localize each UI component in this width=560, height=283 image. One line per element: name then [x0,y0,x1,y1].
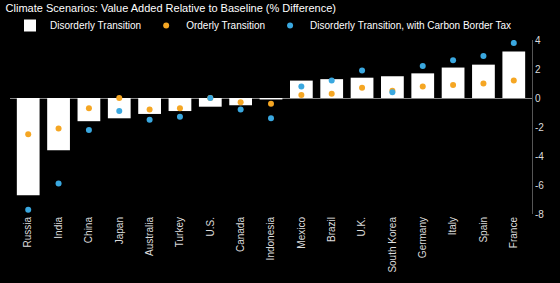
svg-text:-2: -2 [535,122,544,133]
svg-text:Japan: Japan [114,217,125,244]
svg-text:India: India [53,217,64,239]
svg-text:2: 2 [535,64,541,75]
svg-text:Spain: Spain [478,217,489,243]
svg-text:Disorderly Transition: Disorderly Transition [50,20,141,31]
svg-text:-4: -4 [535,151,544,162]
svg-text:Orderly Transition: Orderly Transition [186,20,265,31]
svg-text:Indonesia: Indonesia [265,217,276,261]
svg-text:Italy: Italy [447,217,458,235]
svg-text:Disorderly Transition, with Ca: Disorderly Transition, with Carbon Borde… [310,20,511,31]
svg-text:-6: -6 [535,180,544,191]
svg-text:0: 0 [535,93,541,104]
svg-text:China: China [83,217,94,244]
svg-text:Mexico: Mexico [296,217,307,249]
svg-text:Brazil: Brazil [326,217,337,242]
svg-text:France: France [508,217,519,249]
svg-text:U.K.: U.K. [356,217,367,236]
svg-text:U.S.: U.S. [205,217,216,236]
svg-text:Russia: Russia [22,217,33,248]
svg-text:-8: -8 [535,209,544,220]
svg-text:Climate Scenarios: Value Added: Climate Scenarios: Value Added Relative … [6,2,336,14]
svg-text:Germany: Germany [417,217,428,258]
svg-text:Canada: Canada [235,217,246,252]
svg-text:4: 4 [535,35,541,46]
svg-text:Australia: Australia [144,217,155,256]
svg-text:South Korea: South Korea [387,217,398,273]
svg-text:Turkey: Turkey [174,217,185,247]
